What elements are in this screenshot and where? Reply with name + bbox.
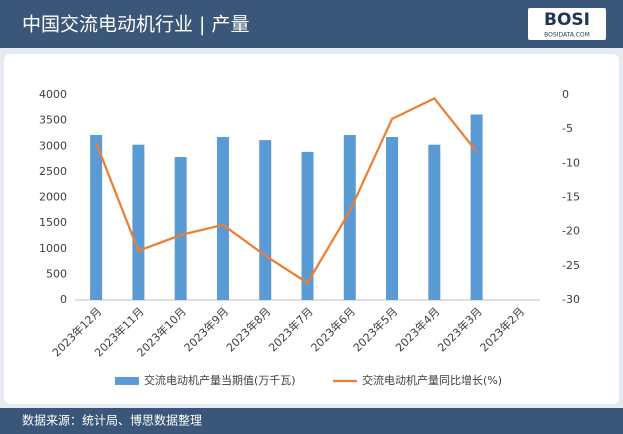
y2-tick-label: -15 [562, 191, 580, 204]
bar [470, 114, 483, 300]
y2-tick-label: 0 [562, 88, 569, 101]
y-tick-label: 3000 [39, 139, 67, 152]
bar [301, 151, 314, 300]
bar [174, 157, 187, 300]
bar [216, 137, 229, 300]
bar [386, 137, 399, 300]
y2-tick-label: -30 [562, 293, 580, 306]
y2-tick-label: -5 [562, 122, 573, 135]
legend-swatch [115, 377, 139, 385]
footer-source: 数据来源：统计局、博思数据整理 [22, 413, 202, 428]
footer-bar [0, 408, 623, 434]
y-tick-label: 0 [60, 293, 67, 306]
y2-tick-label: -10 [562, 156, 580, 169]
y-tick-label: 500 [46, 267, 67, 280]
logo-box [528, 8, 606, 40]
bar [90, 134, 103, 300]
y-tick-label: 1000 [39, 242, 67, 255]
legend-label: 交流电动机产量同比增长(%) [362, 373, 502, 387]
bar [259, 140, 272, 300]
y-tick-label: 2500 [39, 165, 67, 178]
y-tick-label: 3500 [39, 114, 67, 127]
y2-tick-label: -20 [562, 225, 580, 238]
logo: BOSI [544, 10, 590, 30]
bar [343, 134, 356, 300]
y-tick-label: 4000 [39, 88, 67, 101]
bar [132, 144, 145, 300]
logo-sub: BOSIDATA.COM [544, 32, 590, 39]
y2-tick-label: -25 [562, 259, 580, 272]
line [95, 97, 478, 285]
legend-label: 交流电动机产量当期值(万千瓦) [144, 373, 296, 387]
header-bar [0, 0, 623, 48]
y-tick-label: 2000 [39, 191, 67, 204]
y-tick-label: 1500 [39, 216, 67, 229]
bar [428, 144, 441, 300]
header-title: 中国交流电动机行业 | 产量 [22, 14, 249, 36]
